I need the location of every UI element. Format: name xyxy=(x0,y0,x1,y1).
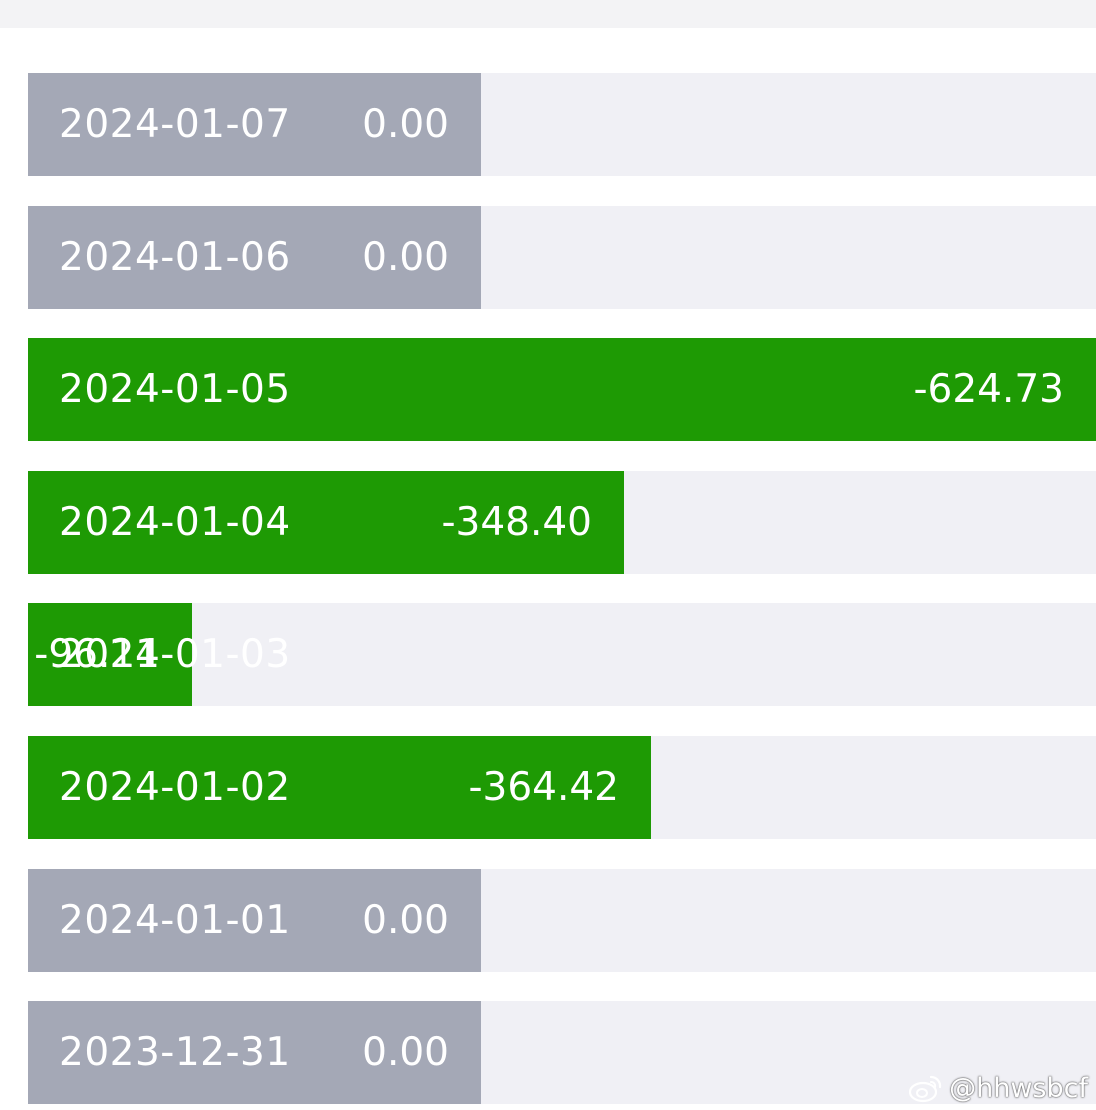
bar xyxy=(28,206,481,309)
bar xyxy=(28,603,192,706)
bar xyxy=(28,73,481,176)
bar-date-label: 2024-01-04 xyxy=(59,500,291,545)
bar-value-label: 0.00 xyxy=(362,235,449,280)
bar-date-label: 2024-01-01 xyxy=(59,898,291,943)
bar-value-label: -624.73 xyxy=(913,367,1064,412)
bar-row[interactable]: 2024-01-06 0.00 xyxy=(28,206,1096,309)
bar-row[interactable]: 2024-01-07 0.00 xyxy=(28,73,1096,176)
bar xyxy=(28,338,1096,441)
bar-value-label: -364.42 xyxy=(468,765,619,810)
watermark: @hhwsbcf xyxy=(909,1070,1088,1106)
bar xyxy=(28,471,624,574)
bar-row[interactable]: 2024-01-01 0.00 xyxy=(28,869,1096,972)
bar-row[interactable]: 2023-12-31 0.00 xyxy=(28,1001,1096,1104)
bar-value-label: -348.40 xyxy=(441,500,592,545)
bar xyxy=(28,869,481,972)
bar-date-label: 2024-01-07 xyxy=(59,102,291,147)
bar-date-label: 2023-12-31 xyxy=(59,1030,291,1075)
bar-row[interactable]: 2024-01-05 -624.73 xyxy=(28,338,1096,441)
bar-row[interactable]: 2024-01-04 -348.40 xyxy=(28,471,1096,574)
bar-value-label: 0.00 xyxy=(362,1030,449,1075)
bar-date-label: 2024-01-06 xyxy=(59,235,291,280)
bar-row[interactable]: 2024-01-03 -96.11 xyxy=(28,603,1096,706)
watermark-text: @hhwsbcf xyxy=(949,1072,1088,1104)
bar-date-label: 2024-01-02 xyxy=(59,765,291,810)
bar-value-label: -96.11 xyxy=(34,632,160,677)
bar-row[interactable]: 2024-01-02 -364.42 xyxy=(28,736,1096,839)
weibo-icon xyxy=(909,1073,943,1103)
bar-value-label: 0.00 xyxy=(362,102,449,147)
top-strip xyxy=(0,0,1096,28)
bar-value-label: 0.00 xyxy=(362,898,449,943)
bar-date-label: 2024-01-05 xyxy=(59,367,291,412)
bar-date-label: 2024-01-03 xyxy=(59,632,291,677)
bar xyxy=(28,1001,481,1104)
bar xyxy=(28,736,651,839)
